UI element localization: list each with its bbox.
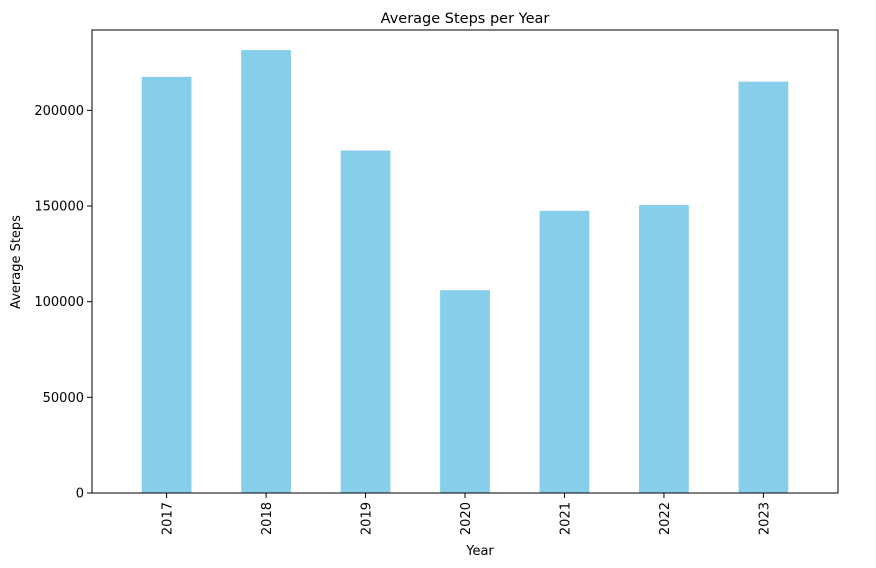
- bars-group: [141, 50, 789, 494]
- y-axis-label: Average Steps: [9, 215, 24, 309]
- x-axis: 2017 2018 2019 2020 2021 2022 2023: [161, 493, 772, 535]
- x-axis-label: Year: [465, 544, 494, 559]
- plot-frame: [91, 29, 839, 494]
- bar-2020: [440, 290, 490, 493]
- y-tick-label-200000: 200000: [34, 104, 84, 119]
- y-tick-label-0: 0: [76, 487, 84, 502]
- bar-2017: [141, 76, 192, 494]
- chart-title: Average Steps per Year: [381, 11, 550, 27]
- x-tick-label-2022: 2022: [658, 502, 673, 535]
- y-tick-label-100000: 100000: [34, 295, 84, 310]
- bar-2021: [539, 210, 590, 493]
- x-tick-label-2018: 2018: [260, 502, 275, 535]
- bar-2018: [241, 50, 291, 494]
- bar-2022: [639, 205, 689, 493]
- y-tick-label-50000: 50000: [43, 391, 84, 406]
- bar-2019: [340, 150, 391, 493]
- y-tick-label-150000: 150000: [34, 200, 84, 215]
- x-tick-label-2019: 2019: [360, 502, 375, 535]
- bar-2023: [738, 81, 789, 493]
- x-tick-label-2017: 2017: [161, 502, 176, 535]
- y-axis: 0 50000 100000 150000 200000: [34, 104, 92, 502]
- x-tick-label-2020: 2020: [459, 502, 474, 535]
- x-tick-label-2023: 2023: [757, 502, 772, 535]
- x-tick-label-2021: 2021: [558, 502, 573, 535]
